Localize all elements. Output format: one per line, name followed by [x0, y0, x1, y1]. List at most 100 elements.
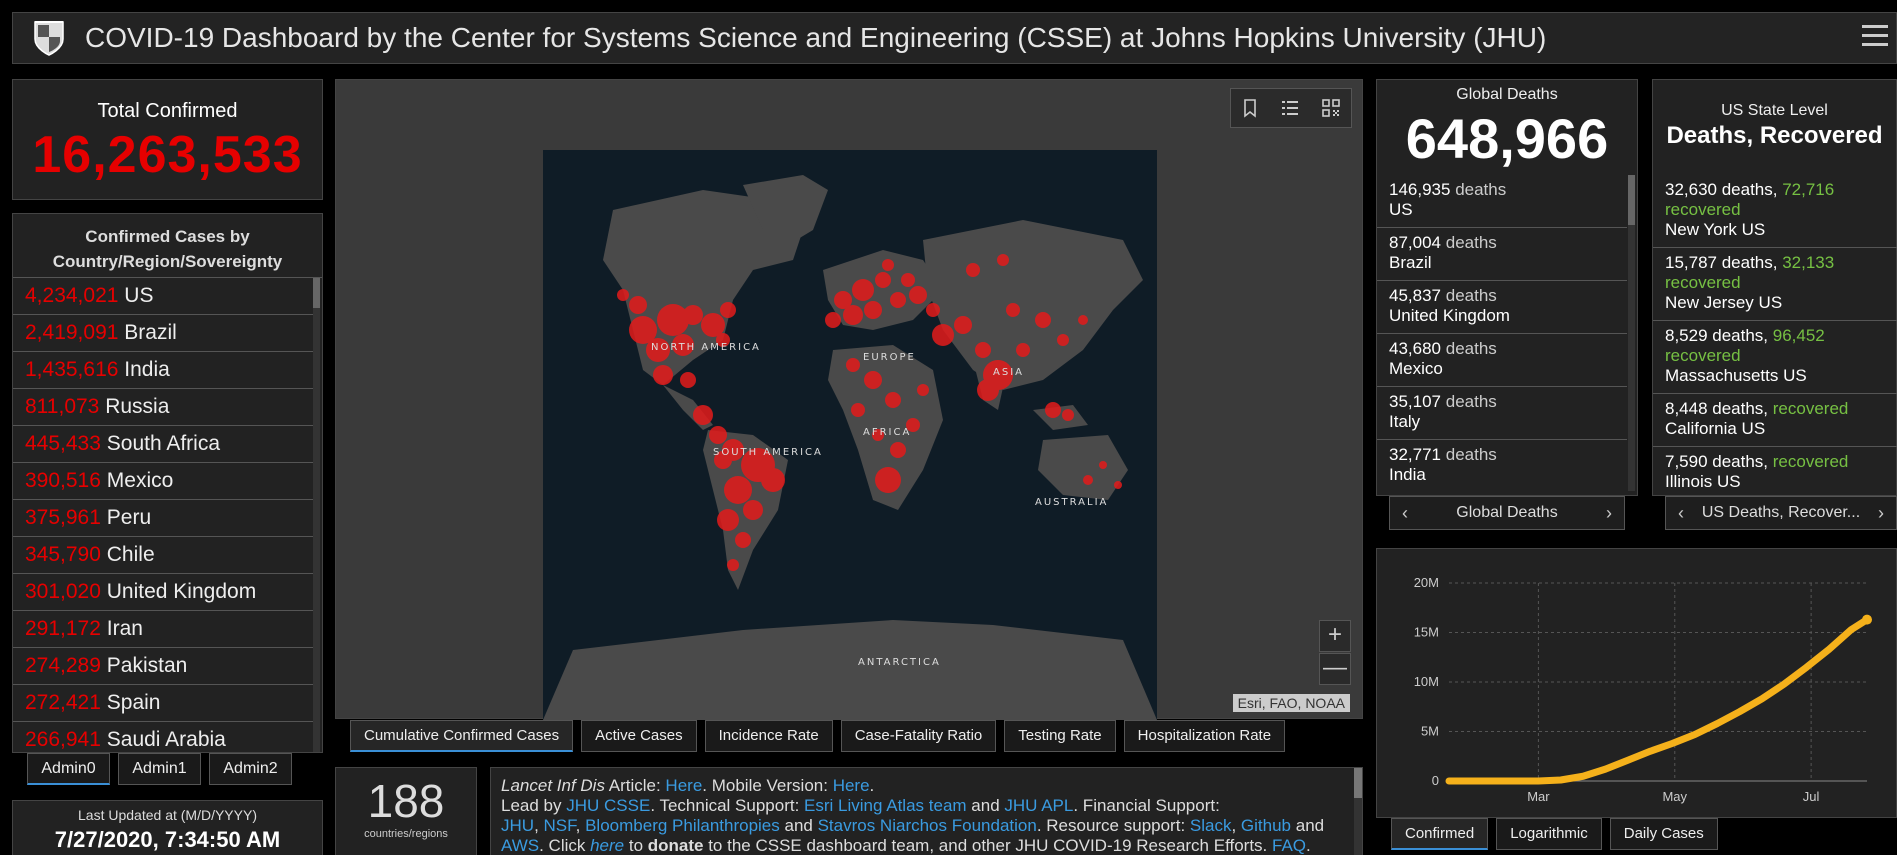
legend-list-icon[interactable] — [1280, 98, 1300, 118]
faq-link[interactable]: FAQ — [1272, 836, 1307, 855]
tab-admin2[interactable]: Admin2 — [209, 753, 292, 785]
tab-confirmed[interactable]: Confirmed — [1391, 818, 1489, 850]
country-row[interactable]: 291,172 Iran — [13, 611, 315, 648]
country-row[interactable]: 345,790 Chile — [13, 537, 315, 574]
state-recovered-label: recovered — [1772, 399, 1849, 418]
country-row[interactable]: 272,421 Spain — [13, 685, 315, 722]
global-deaths-row[interactable]: 32,771 deaths India — [1377, 440, 1627, 491]
bloomberg-link[interactable]: Bloomberg Philanthropies — [585, 816, 780, 835]
us-state-pager-label: US Deaths, Recover... — [1701, 504, 1861, 521]
confirmed-count: 390,516 — [25, 469, 101, 492]
chevron-left-icon[interactable]: ‹ — [1402, 502, 1408, 523]
esri-living-atlas-link[interactable]: Esri Living Atlas team — [804, 796, 967, 815]
confirmed-count: 291,172 — [25, 617, 101, 640]
jhu-apl-link[interactable]: JHU APL — [1004, 796, 1074, 815]
confirmed-count: 2,419,091 — [25, 321, 119, 344]
bookmark-icon[interactable] — [1241, 98, 1259, 118]
global-deaths-scrollbar[interactable] — [1628, 175, 1635, 491]
country-list[interactable]: 4,234,021 US 2,419,091 Brazil 1,435,616 In… — [13, 278, 315, 752]
info-line-4: AWS. Click here to donate to the CSSE da… — [501, 836, 1352, 855]
hamburger-menu-icon[interactable] — [1862, 25, 1888, 49]
chart-tabs: Confirmed Logarithmic Daily Cases — [1391, 818, 1718, 850]
world-map-panel: NORTH AMERICA SOUTH AMERICA EUROPE ASIA … — [335, 79, 1363, 720]
us-state-row[interactable]: 15,787 deaths, 32,133 recovered New Jersey… — [1653, 248, 1897, 321]
us-state-pager: ‹ US Deaths, Recover... › — [1665, 496, 1897, 530]
tab-cumulative-confirmed[interactable]: Cumulative Confirmed Cases — [350, 720, 574, 752]
state-name: New York — [1665, 220, 1737, 239]
country-name: Pakistan — [106, 654, 188, 677]
us-state-row[interactable]: 7,590 deaths, recovered Illinois US — [1653, 447, 1897, 495]
country-name: US — [124, 284, 154, 307]
tab-incidence-rate[interactable]: Incidence Rate — [704, 720, 833, 752]
tab-testing-rate[interactable]: Testing Rate — [1004, 720, 1116, 752]
mobile-version-link[interactable]: Here — [832, 776, 870, 795]
tab-logarithmic[interactable]: Logarithmic — [1496, 818, 1602, 850]
aws-link[interactable]: AWS — [501, 836, 540, 855]
article-link[interactable]: Here — [665, 776, 703, 795]
country-row[interactable]: 390,516 Mexico — [13, 463, 315, 500]
country-list-scrollbar[interactable] — [313, 278, 320, 752]
qr-code-icon[interactable] — [1321, 98, 1341, 118]
death-country: Brazil — [1389, 253, 1432, 272]
country-row[interactable]: 301,020 United Kingdom — [13, 574, 315, 611]
tab-case-fatality-ratio[interactable]: Case-Fatality Ratio — [840, 720, 997, 752]
us-state-row[interactable]: 8,529 deaths, 96,452 recovered Massachuset… — [1653, 321, 1897, 394]
death-country: US — [1389, 200, 1413, 219]
stavros-niarchos-link[interactable]: Stavros Niarchos Foundation — [817, 816, 1037, 835]
death-unit: deaths — [1445, 233, 1497, 252]
confirmed-count: 811,073 — [25, 395, 100, 418]
state-deaths: 15,787 deaths, — [1665, 253, 1778, 272]
country-row[interactable]: 811,073 Russia — [13, 389, 315, 426]
heading-line-2: Country/Region/Sovereignty — [52, 252, 283, 271]
jhu-csse-link[interactable]: JHU CSSE — [566, 796, 651, 815]
global-deaths-row[interactable]: 146,935 deaths US — [1377, 175, 1627, 228]
state-country: US — [1783, 366, 1807, 385]
info-text: . — [869, 776, 875, 795]
global-deaths-pager: ‹ Global Deaths › — [1389, 496, 1625, 530]
tab-admin0[interactable]: Admin0 — [27, 753, 110, 785]
jhu-link[interactable]: JHU — [501, 816, 535, 835]
country-row[interactable]: 1,435,616 India — [13, 352, 315, 389]
country-row[interactable]: 375,961 Peru — [13, 500, 315, 537]
confirmed-count: 1,435,616 — [25, 358, 119, 381]
map-label-australia: AUSTRALIA — [1035, 497, 1108, 508]
us-state-row[interactable]: 32,630 deaths, 72,716 recovered New York U… — [1653, 175, 1897, 248]
donate-here-link[interactable]: here — [590, 836, 625, 855]
confirmed-by-country-heading: Confirmed Cases by Country/Region/Sovere… — [13, 214, 322, 278]
global-deaths-row[interactable]: 43,680 deaths Mexico — [1377, 334, 1627, 387]
nsf-link[interactable]: NSF — [543, 816, 576, 835]
confirmed-count: 301,020 — [25, 580, 101, 603]
tab-daily-cases[interactable]: Daily Cases — [1609, 818, 1718, 850]
info-text: . Read — [1306, 836, 1311, 855]
tab-hospitalization-rate[interactable]: Hospitalization Rate — [1123, 720, 1286, 752]
slack-link[interactable]: Slack — [1189, 816, 1232, 835]
github-link[interactable]: Github — [1240, 816, 1292, 835]
country-row[interactable]: 266,941 Saudi Arabia — [13, 722, 315, 752]
tab-admin1[interactable]: Admin1 — [118, 753, 201, 785]
map-canvas[interactable]: NORTH AMERICA SOUTH AMERICA EUROPE ASIA … — [543, 150, 1157, 720]
zoom-in-button[interactable]: + — [1319, 620, 1351, 652]
country-row[interactable]: 4,234,021 US — [13, 278, 315, 315]
death-count: 32,771 — [1389, 445, 1441, 464]
global-deaths-row[interactable]: 35,107 deaths Italy — [1377, 387, 1627, 440]
chevron-right-icon[interactable]: › — [1606, 502, 1612, 523]
global-deaths-row[interactable]: 87,004 deaths Brazil — [1377, 228, 1627, 281]
confirmed-by-country-panel: Confirmed Cases by Country/Region/Sovere… — [12, 213, 323, 753]
state-country: US — [1741, 419, 1766, 438]
chevron-left-icon[interactable]: ‹ — [1678, 502, 1684, 523]
country-row[interactable]: 445,433 South Africa — [13, 426, 315, 463]
us-state-list[interactable]: 32,630 deaths, 72,716 recovered New York U… — [1653, 175, 1897, 495]
countries-count-value: 188 — [367, 775, 445, 827]
death-count: 35,107 — [1389, 392, 1441, 411]
tab-active-cases[interactable]: Active Cases — [581, 720, 697, 752]
global-deaths-row[interactable]: 45,837 deaths United Kingdom — [1377, 281, 1627, 334]
country-row[interactable]: 2,419,091 Brazil — [13, 315, 315, 352]
chevron-right-icon[interactable]: › — [1878, 502, 1884, 523]
us-state-row[interactable]: 8,448 deaths, recovered California US — [1653, 394, 1897, 447]
zoom-out-button[interactable]: — — [1319, 653, 1351, 685]
global-deaths-list[interactable]: 146,935 deaths US 87,004 deaths Brazil 45,83… — [1377, 175, 1627, 491]
global-deaths-value: 648,966 — [1405, 107, 1609, 170]
country-row[interactable]: 274,289 Pakistan — [13, 648, 315, 685]
info-scrollbar[interactable] — [1354, 768, 1362, 855]
confirmed-count: 4,234,021 — [25, 284, 119, 307]
